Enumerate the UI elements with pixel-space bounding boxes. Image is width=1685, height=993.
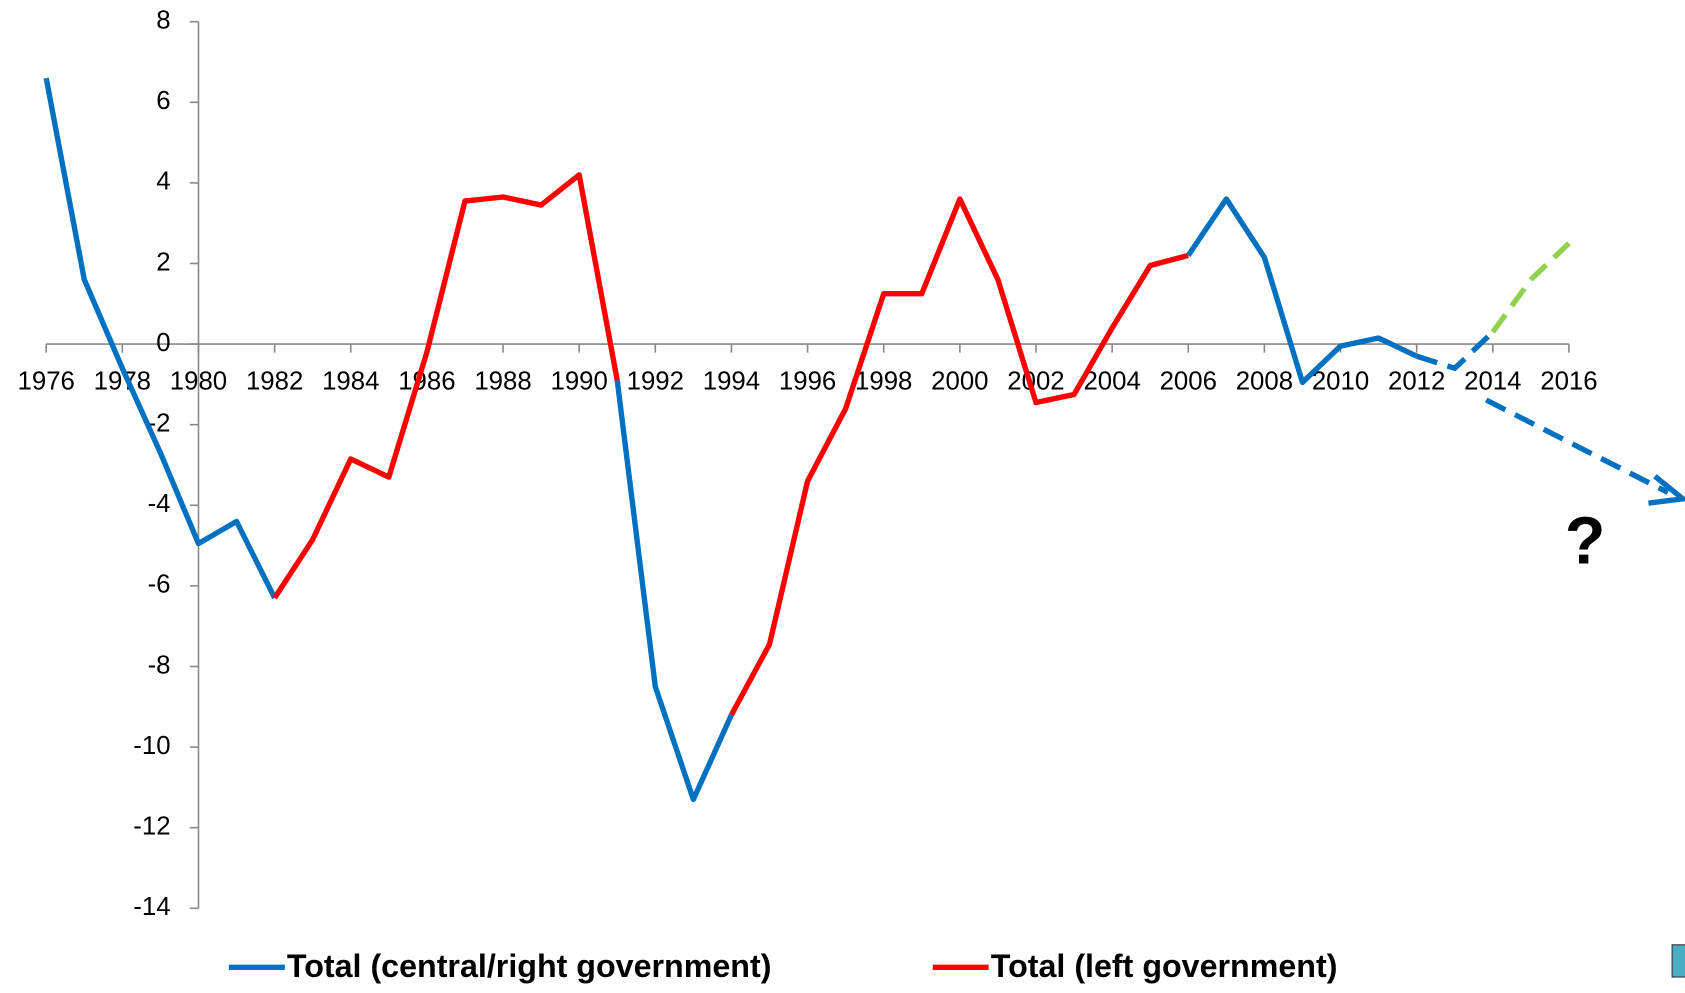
x-tick-label: 1984 xyxy=(322,368,379,396)
y-tick-label: -8 xyxy=(148,651,171,679)
x-tick-label: 2000 xyxy=(931,368,988,396)
projection-line xyxy=(1415,330,1495,371)
y-tick-label: -10 xyxy=(133,732,170,760)
x-tick-label: 2008 xyxy=(1236,368,1293,396)
y-tick-label: 0 xyxy=(156,329,170,357)
annotation: ? xyxy=(1565,505,1606,579)
x-tick-label: 2010 xyxy=(1312,368,1369,396)
x-tick-label: 1980 xyxy=(170,368,227,396)
x-tick-label: 1998 xyxy=(855,368,912,396)
y-tick-label: -2 xyxy=(148,409,171,437)
projection-line xyxy=(1490,241,1571,334)
legend-label: Total (left government) xyxy=(991,948,1338,984)
y-tick-label: -12 xyxy=(133,812,170,840)
series-line xyxy=(1186,196,1418,386)
x-tick-label: 1986 xyxy=(398,368,455,396)
x-tick-label: 1982 xyxy=(246,368,303,396)
series-line xyxy=(614,380,734,803)
x-tick-label: 2002 xyxy=(1007,368,1064,396)
y-tick-label: 6 xyxy=(156,87,170,115)
x-tick-label: 1976 xyxy=(18,368,75,396)
series-line xyxy=(43,77,278,600)
x-tick-label: 1996 xyxy=(779,368,836,396)
series-line xyxy=(729,196,1189,717)
x-tick-label: 1988 xyxy=(474,368,531,396)
x-tick-label: 2006 xyxy=(1160,368,1217,396)
x-tick-label: 1990 xyxy=(550,368,607,396)
cropped-legend-key xyxy=(1671,944,1685,978)
arrow-head xyxy=(1648,474,1685,506)
y-tick-label: -4 xyxy=(148,490,171,518)
y-tick-label: 2 xyxy=(156,248,170,276)
x-tick-label: 2012 xyxy=(1388,368,1445,396)
arrow xyxy=(1484,397,1670,495)
legend-label: Total (central/right government) xyxy=(287,948,772,984)
y-tick-label: 4 xyxy=(156,168,170,196)
x-tick-label: 2014 xyxy=(1464,368,1521,396)
x-tick-label: 2004 xyxy=(1083,368,1140,396)
x-tick-label: 2016 xyxy=(1540,368,1597,396)
y-tick-label: 8 xyxy=(156,7,170,35)
x-tick-label: 1992 xyxy=(627,368,684,396)
y-tick-label: -14 xyxy=(133,893,170,921)
series-line xyxy=(272,172,620,600)
x-tick-label: 1994 xyxy=(703,368,760,396)
y-tick-label: -6 xyxy=(148,571,171,599)
